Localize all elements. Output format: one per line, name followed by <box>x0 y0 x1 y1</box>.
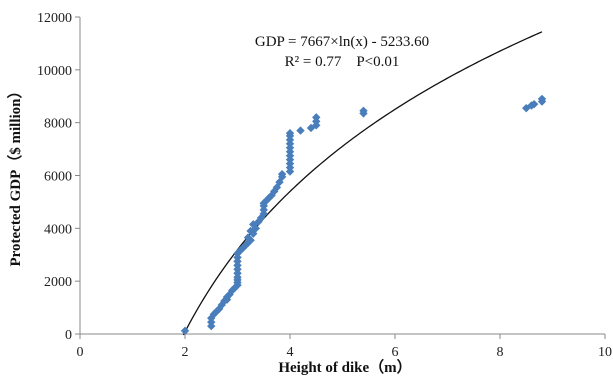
x-tick-label: 0 <box>77 345 84 360</box>
y-tick-label: 0 <box>65 328 72 343</box>
data-point <box>285 129 295 138</box>
data-point <box>212 307 221 316</box>
data-point <box>225 290 234 299</box>
regression-equation: GDP = 7667×ln(x) - 5233.60 <box>255 34 429 50</box>
data-point <box>264 193 274 203</box>
x-axis-title: Height of dike（m） <box>278 358 411 376</box>
data-point <box>277 169 287 179</box>
x-tick-label: 6 <box>392 345 399 360</box>
x-tick-label: 4 <box>287 345 294 360</box>
y-tick-label: 4000 <box>44 222 72 237</box>
x-tick-label: 8 <box>497 345 504 360</box>
y-tick-label: 2000 <box>44 275 72 290</box>
data-point <box>243 233 253 242</box>
data-point <box>256 213 266 222</box>
y-tick-label: 10000 <box>37 64 72 79</box>
y-tick-label: 6000 <box>44 170 72 185</box>
x-tick-label: 10 <box>598 345 612 360</box>
data-point <box>228 286 237 295</box>
data-point <box>312 113 321 122</box>
x-tick-label: 2 <box>182 345 189 360</box>
data-point <box>217 300 226 310</box>
data-points <box>180 94 547 336</box>
trendline <box>182 31 543 336</box>
data-point <box>529 99 539 109</box>
data-point <box>180 326 190 336</box>
data-point <box>214 304 224 314</box>
y-tick-label: 12000 <box>37 11 72 26</box>
data-point <box>267 191 276 200</box>
data-point <box>246 236 255 245</box>
data-point <box>235 246 245 255</box>
data-point <box>246 226 255 236</box>
data-point <box>209 309 219 319</box>
trendline-layer <box>182 31 543 336</box>
data-point <box>359 106 368 115</box>
y-tick-label: 8000 <box>44 117 72 132</box>
data-point <box>296 126 305 135</box>
data-point <box>230 283 240 292</box>
regression-statistics: R² = 0.77 P<0.01 <box>285 54 400 70</box>
y-axis-title: Protected GDP（$ million） <box>6 83 24 266</box>
axes: 0 2 4 6 8 10 0 2000 4000 6000 8000 10000 12000 <box>37 11 612 360</box>
data-point <box>537 94 547 104</box>
